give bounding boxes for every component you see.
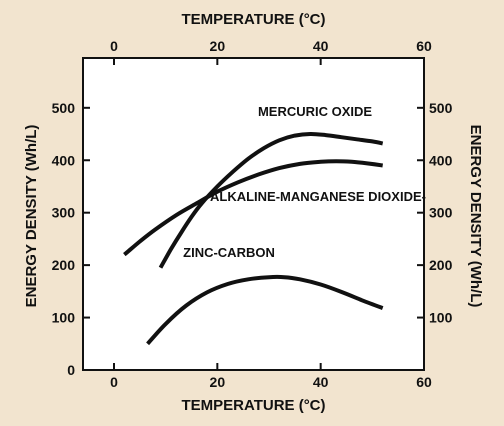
x-tick-label-top: 0 <box>110 38 118 54</box>
y-tick-label-left: 500 <box>52 100 76 116</box>
series-lines <box>123 131 384 346</box>
alkaline-manganese-dioxide-label: ALKALINE-MANGANESE DIOXIDE- <box>210 189 426 204</box>
y-tick-label-right: 500 <box>429 100 453 116</box>
axis-ticks <box>83 58 425 371</box>
x-tick-label-top: 20 <box>210 38 226 54</box>
mercuric-oxide-label: MERCURIC OXIDE <box>258 104 372 119</box>
plot-area <box>82 57 425 371</box>
y-tick-label-right: 200 <box>429 257 453 273</box>
x-tick-label-top: 60 <box>416 38 432 54</box>
x-axis-title-top: TEMPERATURE (°C) <box>181 11 325 28</box>
x-tick-label-bottom: 0 <box>110 374 118 390</box>
x-tick-label-top: 40 <box>313 38 329 54</box>
y-tick-label-right: 100 <box>429 310 453 326</box>
y-tick-label-left: 100 <box>52 310 76 326</box>
x-axis-title-bottom: TEMPERATURE (°C) <box>181 397 325 414</box>
x-tick-label-bottom: 40 <box>313 374 329 390</box>
y-tick-label-left: 200 <box>52 257 76 273</box>
y-tick-label-left: 400 <box>52 152 76 168</box>
y-axis-title-left: ENERGY DENSITY (Wh/L) <box>23 125 40 308</box>
y-axis-title-right: ENERGY DENSITY (Wh/L) <box>467 125 484 308</box>
alkaline-manganese-dioxide-line <box>123 159 384 257</box>
zinc-carbon-label: ZINC-CARBON <box>183 245 275 260</box>
x-tick-label-bottom: 20 <box>210 374 226 390</box>
x-tick-label-bottom: 60 <box>416 374 432 390</box>
y-tick-label-right: 400 <box>429 152 453 168</box>
mercuric-oxide-line <box>158 131 384 269</box>
labels: 0 0 20 20 40 40 60 60 0 100 200 300 400 500 100 200 300 4… <box>23 11 484 414</box>
y-tick-label-right: 300 <box>429 205 453 221</box>
zinc-carbon-line <box>146 274 384 346</box>
y-tick-label-left: 300 <box>52 205 76 221</box>
y-tick-label-left: 0 <box>67 362 75 378</box>
